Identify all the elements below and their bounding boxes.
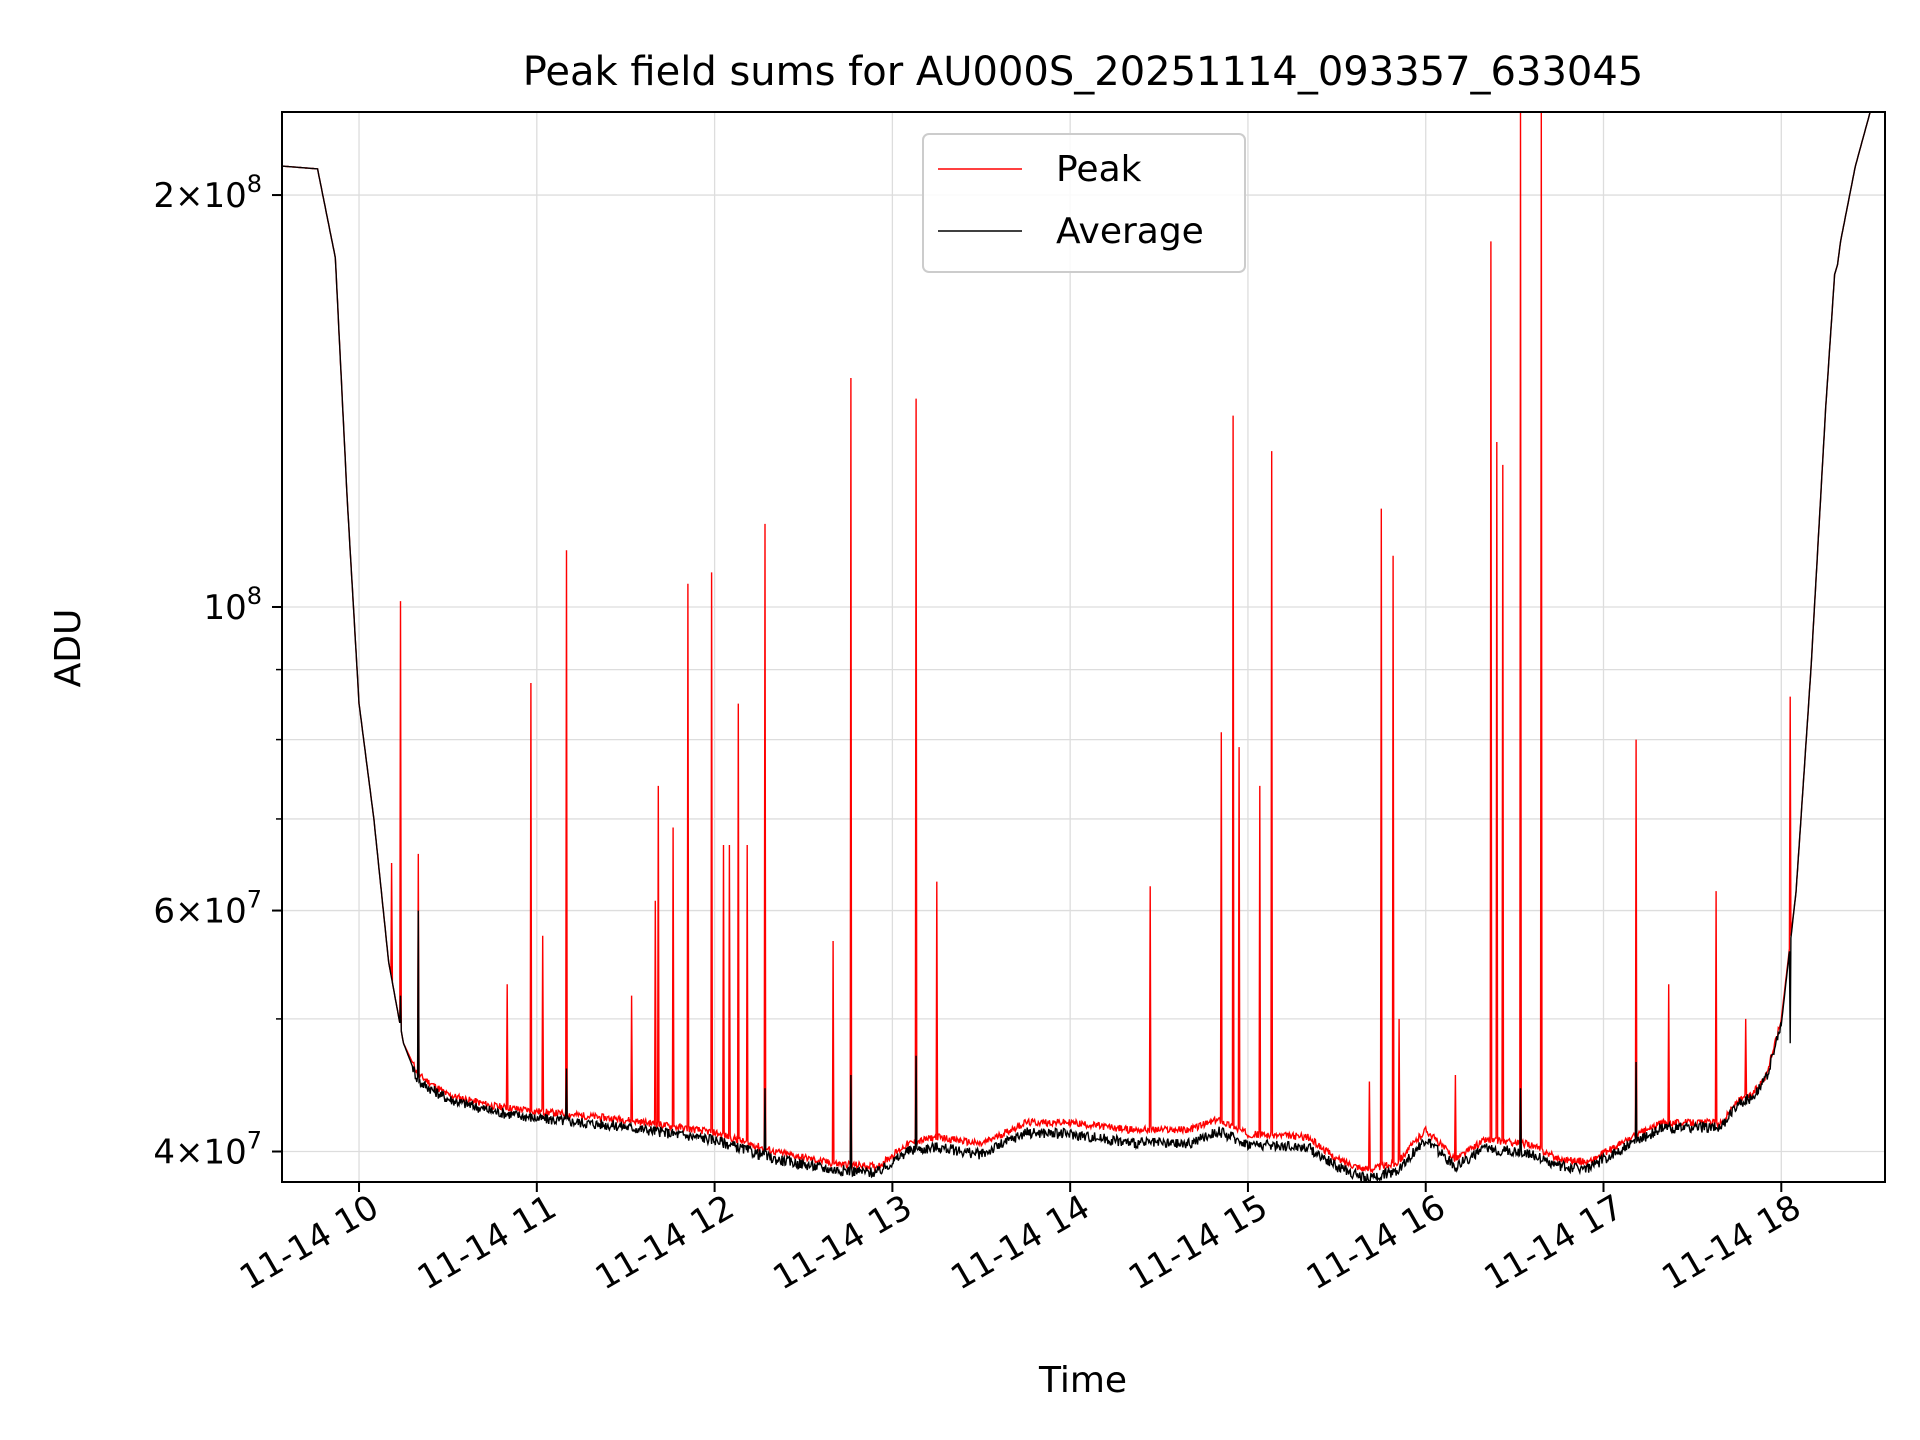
y-tick-label: 4×107 <box>153 1127 262 1173</box>
legend: Peak Average <box>922 133 1246 273</box>
y-tick-label: 2×108 <box>153 170 262 216</box>
y-axis: 4×107 6×107 108 2×108 <box>153 170 282 1173</box>
y-axis-label: ADU <box>48 609 89 688</box>
plot-frame <box>281 111 1886 1183</box>
legend-peak-label: Peak <box>1056 149 1142 190</box>
y-tick-label: 6×107 <box>153 886 262 932</box>
legend-average-label: Average <box>1056 211 1204 252</box>
y-tick-label: 108 <box>203 582 262 628</box>
grid <box>282 112 1885 1182</box>
plot-lines <box>282 112 1885 1182</box>
peak-series-line <box>282 112 1885 1174</box>
x-axis-label: Time <box>1038 1360 1127 1401</box>
average-series-line <box>282 112 1885 1182</box>
chart-title: Peak field sums for AU000S_20251114_0933… <box>523 49 1644 95</box>
